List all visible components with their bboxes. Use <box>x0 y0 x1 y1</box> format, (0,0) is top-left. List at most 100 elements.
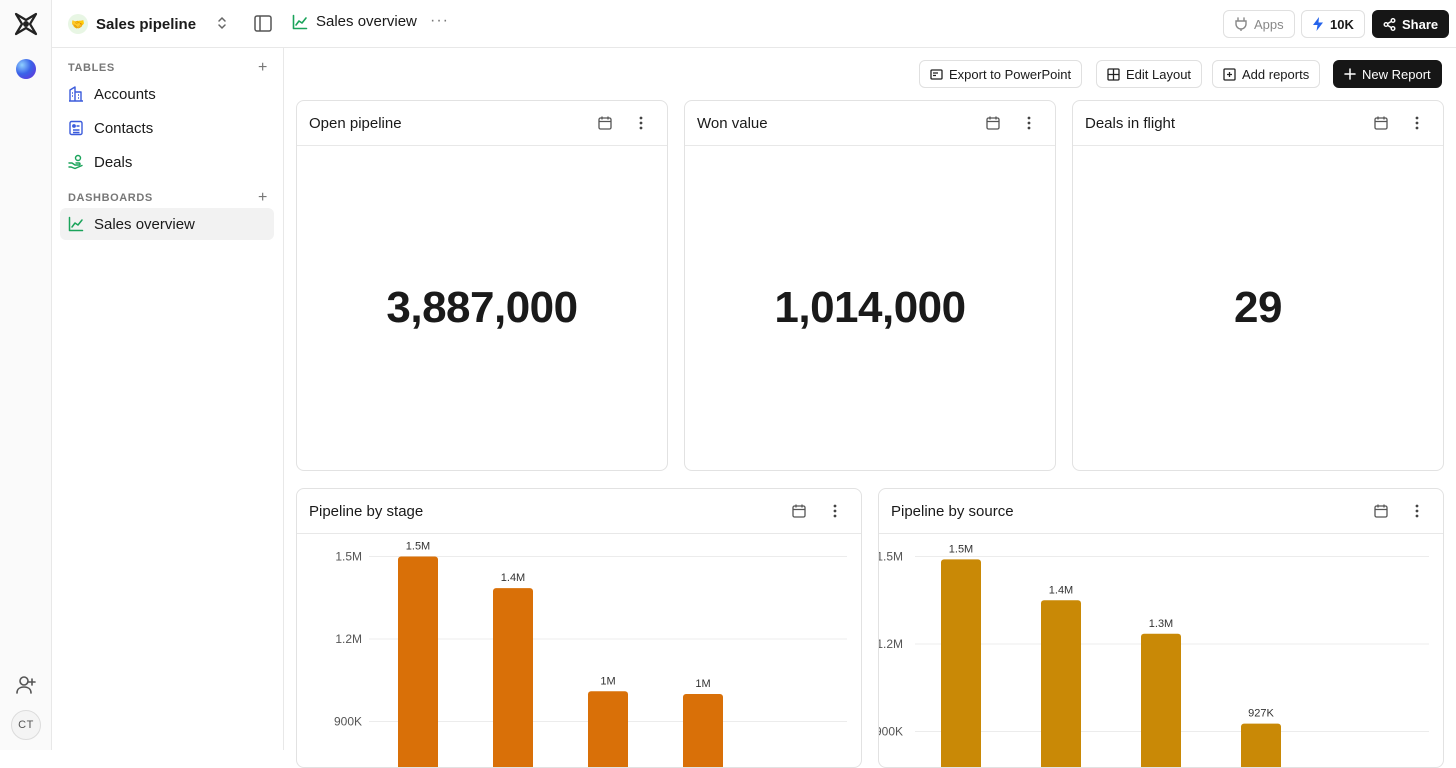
add-dashboard-icon[interactable]: + <box>258 189 268 207</box>
chevron-updown-icon[interactable] <box>216 14 228 32</box>
add-reports-button[interactable]: Add reports <box>1212 60 1320 88</box>
bar-data-label: 1.5M <box>406 541 430 553</box>
bar-data-label: 1.3M <box>1149 618 1173 630</box>
credits-button[interactable]: 10K <box>1301 10 1365 38</box>
dashboards-header-label: DASHBOARDS <box>68 192 153 204</box>
chart-bar[interactable] <box>683 694 723 768</box>
chart-bar[interactable] <box>1041 600 1081 768</box>
calendar-icon[interactable] <box>1373 503 1389 519</box>
metric-card-won-value: Won value 1,014,000 <box>684 100 1056 471</box>
chart-bar[interactable] <box>941 559 981 768</box>
line-chart-icon <box>68 216 84 232</box>
share-icon <box>1383 18 1396 31</box>
page-title: Sales overview <box>316 13 417 30</box>
metric-card-open-pipeline: Open pipeline 3,887,000 <box>296 100 668 471</box>
top-bar: 🤝 Sales pipeline Sales overview ··· Apps… <box>52 0 1456 48</box>
plus-icon <box>1344 68 1356 80</box>
calendar-icon[interactable] <box>985 115 1001 131</box>
edit-layout-button[interactable]: Edit Layout <box>1096 60 1202 88</box>
tables-header-label: TABLES <box>68 62 115 74</box>
handshake-icon <box>68 154 84 170</box>
sidebar-item-deals[interactable]: Deals <box>60 146 274 178</box>
card-header: Deals in flight <box>1073 101 1443 146</box>
new-report-button[interactable]: New Report <box>1333 60 1442 88</box>
export-powerpoint-button[interactable]: Export to PowerPoint <box>919 60 1082 88</box>
metric-value: 3,887,000 <box>297 283 667 333</box>
calendar-icon[interactable] <box>1373 115 1389 131</box>
add-reports-label: Add reports <box>1242 67 1309 82</box>
plus-square-icon <box>1223 68 1236 81</box>
bar-data-label: 1M <box>600 675 615 687</box>
add-table-icon[interactable]: + <box>258 59 268 77</box>
sidebar-item-contacts[interactable]: Contacts <box>60 112 274 144</box>
grid-layout-icon <box>1107 68 1120 81</box>
kebab-menu-icon[interactable] <box>633 114 649 132</box>
bar-data-label: 1.4M <box>1049 584 1073 596</box>
kebab-menu-icon[interactable] <box>1021 114 1037 132</box>
sidebar-item-label: Sales overview <box>94 216 195 233</box>
chart-bar[interactable] <box>1141 634 1181 768</box>
workspace-switcher[interactable]: 🤝 Sales pipeline <box>68 12 196 36</box>
contact-list-icon <box>68 120 84 136</box>
edit-layout-label: Edit Layout <box>1126 67 1191 82</box>
pipeline-by-stage-chart: 1.5M 1.2M 900K 1.5M 1.4M 1M 1M <box>297 535 861 768</box>
kebab-menu-icon[interactable] <box>1409 502 1425 520</box>
bar-data-label: 927K <box>1248 708 1274 720</box>
new-report-label: New Report <box>1362 67 1431 82</box>
building-icon <box>68 86 84 102</box>
chart-card-pipeline-by-stage: Pipeline by stage 1.5M 1.2M 900K 1.5M 1.4M 1M… <box>296 488 862 768</box>
y-tick-label: 900K <box>879 725 903 739</box>
sidebar: TABLES + Accounts Contacts Deals DASHBOA… <box>52 48 284 750</box>
sidebar-item-label: Accounts <box>94 86 156 103</box>
sidebar-item-label: Deals <box>94 154 132 171</box>
chart-card-pipeline-by-source: Pipeline by source 1.5M1.2M900K1.5M1.4M1… <box>878 488 1444 768</box>
chart-bar[interactable] <box>493 588 533 768</box>
share-button[interactable]: Share <box>1372 10 1449 38</box>
lightning-icon <box>1312 17 1324 31</box>
user-avatar[interactable]: CT <box>11 710 41 740</box>
workspace-orb-icon[interactable] <box>16 59 36 79</box>
y-tick-label: 900K <box>334 715 362 729</box>
sidebar-toggle-icon[interactable] <box>254 15 272 32</box>
workspace-name: Sales pipeline <box>96 16 196 33</box>
apps-label: Apps <box>1254 17 1284 32</box>
dashboard-main: Export to PowerPoint Edit Layout Add rep… <box>284 48 1456 750</box>
apps-button[interactable]: Apps <box>1223 10 1295 38</box>
app-logo-icon[interactable] <box>12 10 40 38</box>
card-header: Pipeline by source <box>879 489 1443 534</box>
workspace-emoji-icon: 🤝 <box>68 14 88 34</box>
y-tick-label: 1.2M <box>335 632 362 646</box>
y-tick-label: 1.5M <box>879 550 903 564</box>
sidebar-item-label: Contacts <box>94 120 153 137</box>
metric-value: 29 <box>1073 283 1443 333</box>
plug-icon <box>1234 17 1248 31</box>
calendar-icon[interactable] <box>791 503 807 519</box>
line-chart-icon <box>292 14 308 30</box>
card-title: Pipeline by stage <box>309 503 423 520</box>
card-header: Won value <box>685 101 1055 146</box>
tables-section-header: TABLES + <box>68 59 268 77</box>
y-tick-label: 1.2M <box>879 637 903 651</box>
y-tick-label: 1.5M <box>335 550 362 564</box>
chart-bar[interactable] <box>1241 724 1281 768</box>
bar-data-label: 1M <box>695 678 710 690</box>
card-title: Pipeline by source <box>891 503 1014 520</box>
export-label: Export to PowerPoint <box>949 67 1071 82</box>
chart-bar[interactable] <box>588 691 628 768</box>
credits-label: 10K <box>1330 17 1354 32</box>
metric-value: 1,014,000 <box>685 283 1055 333</box>
chart-bar[interactable] <box>398 557 438 768</box>
card-title: Deals in flight <box>1085 115 1175 132</box>
more-options-icon[interactable]: ··· <box>430 12 449 30</box>
invite-user-icon[interactable] <box>15 674 37 696</box>
kebab-menu-icon[interactable] <box>827 502 843 520</box>
kebab-menu-icon[interactable] <box>1409 114 1425 132</box>
sidebar-item-sales-overview[interactable]: Sales overview <box>60 208 274 240</box>
calendar-icon[interactable] <box>597 115 613 131</box>
app-rail: CT <box>0 0 52 750</box>
sidebar-item-accounts[interactable]: Accounts <box>60 78 274 110</box>
share-label: Share <box>1402 17 1438 32</box>
card-title: Won value <box>697 115 768 132</box>
bar-data-label: 1.4M <box>501 572 525 584</box>
